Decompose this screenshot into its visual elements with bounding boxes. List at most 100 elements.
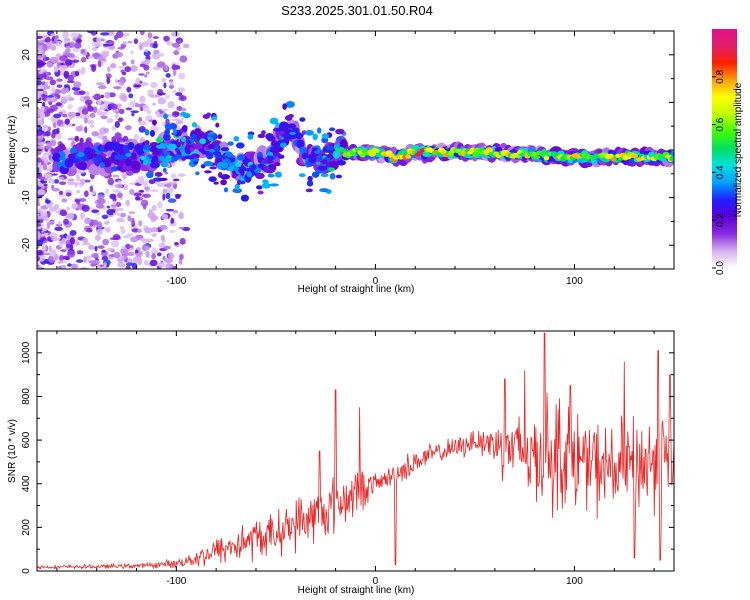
spectrogram-side-blob — [245, 168, 252, 172]
spectrogram-side-blob — [220, 147, 229, 152]
spectrogram-noise-blob — [49, 79, 57, 86]
spectrogram-noise-blob — [57, 220, 62, 226]
spectrogram-noise-blob — [37, 223, 42, 227]
spectrogram-noise-blob — [81, 108, 89, 115]
spectrogram-noise-blob — [74, 71, 80, 77]
spectrogram-noise-blob — [95, 212, 100, 216]
spectrogram-side-blob — [246, 171, 253, 178]
spectrogram-ridge-blob — [125, 152, 132, 157]
spectrogram-noise-blob — [157, 97, 166, 105]
spectrogram-noise-blob — [157, 92, 167, 96]
snr-series-group — [37, 332, 674, 570]
spectrogram-noise-blob — [37, 138, 43, 142]
snr-y-ticks: 0 200 400 600 800 1000 — [21, 330, 674, 574]
spectrogram-side-blob — [210, 116, 218, 121]
spectrogram-ridge-blob — [130, 152, 137, 160]
spectrogram-noise-blob — [67, 263, 72, 267]
spectrogram-noise-blob — [38, 71, 44, 74]
spectrogram-side-blob — [182, 112, 191, 119]
spectrogram-side-blob — [145, 171, 154, 179]
spectrogram-noise-blob — [63, 70, 70, 79]
spectrogram-noise-blob — [66, 80, 75, 84]
spectrogram-ridge-blob — [116, 166, 122, 170]
spectrogram-noise-blob — [61, 87, 67, 95]
spectrogram-noise-blob — [87, 106, 94, 112]
spectrogram-noise-blob — [84, 217, 92, 225]
spectrogram-side-blob — [274, 171, 282, 178]
spectrogram-noise-blob — [62, 113, 68, 118]
spectrogram-ridge-blob — [350, 150, 356, 157]
spectrogram-side-blob — [215, 122, 220, 128]
spectrogram-noise-blob — [114, 132, 122, 140]
spectrogram-noise-blob — [177, 173, 186, 177]
spectrogram-side-blob — [266, 155, 274, 162]
spectrogram-noise-blob — [176, 40, 183, 44]
spectrogram-noise-blob — [131, 112, 135, 117]
spectrogram-noise-blob — [148, 209, 153, 214]
spectrogram-noise-blob — [114, 79, 119, 84]
spectrogram-noise-blob — [165, 192, 171, 200]
spectrogram-ridge-blob — [332, 150, 341, 159]
spectrogram-noise-blob — [122, 172, 127, 180]
spectrogram-noise-blob — [42, 180, 48, 184]
spectrogram-ridge-blob — [136, 147, 145, 156]
spectrogram-noise-blob — [46, 62, 53, 68]
spectrogram-noise-blob — [51, 173, 58, 176]
spectrogram-side-blob — [232, 187, 243, 194]
spectrogram-noise-blob — [152, 247, 157, 254]
spectrogram-noise-blob — [121, 71, 127, 76]
spectrogram-noise-blob — [83, 190, 89, 197]
spectrogram-side-blob — [186, 139, 192, 145]
spectrogram-noise-blob — [75, 190, 81, 194]
spectrogram-noise-blob — [59, 190, 64, 195]
spectrogram-noise-blob — [67, 178, 75, 181]
spectrogram-noise-blob — [121, 61, 127, 66]
spectrogram-noise-blob — [76, 259, 84, 263]
spectrogram-noise-blob — [37, 234, 45, 238]
spectrogram-noise-blob — [172, 90, 177, 93]
spectrogram-noise-blob — [90, 219, 99, 226]
spectrogram-noise-blob — [137, 179, 145, 185]
spectrogram-noise-blob — [65, 243, 71, 249]
spectrogram-ridge-blob — [416, 150, 424, 156]
spectrogram-noise-blob — [55, 58, 59, 63]
spectrogram-noise-blob — [39, 119, 44, 124]
spectrogram-noise-blob — [101, 249, 106, 253]
spectrogram-noise-blob — [51, 187, 60, 192]
spectrogram-noise-blob — [112, 200, 117, 206]
spectrogram-side-blob — [263, 165, 269, 171]
spectrogram-noise-blob — [37, 157, 42, 164]
spectrogram-side-blob — [298, 173, 306, 178]
spectrogram-noise-blob — [143, 180, 148, 188]
snr-series-line — [37, 332, 674, 570]
spectrogram-noise-blob — [172, 210, 179, 214]
snr-frame — [36, 330, 675, 572]
spectrogram-noise-blob — [182, 226, 191, 232]
spectrogram-noise-blob — [37, 197, 40, 203]
spectrogram-noise-blob — [42, 227, 48, 232]
spectrogram-noise-blob — [37, 239, 44, 246]
spectrogram-noise-blob — [130, 59, 135, 65]
spectrogram-noise-blob — [128, 244, 134, 249]
spectrogram-side-blob — [316, 127, 322, 134]
spectrogram-noise-blob — [131, 262, 138, 269]
spectrogram-noise-blob — [126, 233, 134, 236]
spectrogram-noise-blob — [168, 84, 175, 89]
spectrogram-noise-blob — [37, 189, 46, 196]
x-tick-label: 0 — [373, 576, 379, 587]
y-tick-label: 600 — [21, 431, 32, 448]
colorbar-label: Normalized spectral amplitude — [733, 82, 744, 217]
spectrogram-ridge-blob — [233, 166, 239, 172]
spectrogram-marks — [37, 31, 674, 269]
spectrogram-noise-blob — [58, 240, 64, 248]
spectrogram-noise-blob — [118, 79, 125, 87]
spectrogram-noise-blob — [79, 212, 86, 219]
spectrogram-noise-blob — [63, 218, 69, 225]
spectrogram-noise-blob — [139, 95, 146, 103]
spectrogram-noise-blob — [53, 179, 60, 184]
spectrogram-ridge-blob — [340, 139, 348, 149]
spectrogram-noise-blob — [127, 258, 133, 263]
spectrogram-side-blob — [217, 134, 223, 140]
